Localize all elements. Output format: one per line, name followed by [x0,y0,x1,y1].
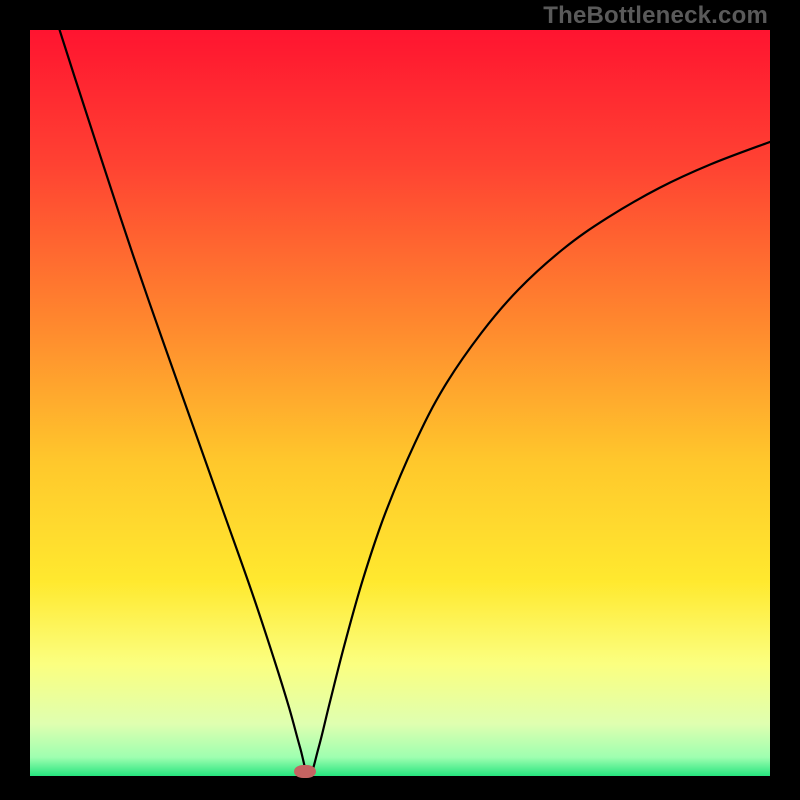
chart-plot-area [30,30,770,776]
watermark-text: TheBottleneck.com [543,2,768,30]
chart-curve-layer [30,30,770,776]
chart-outer-frame: TheBottleneck.com [0,0,800,800]
optimal-point-marker [294,765,316,778]
chart-gradient-background [30,30,770,776]
